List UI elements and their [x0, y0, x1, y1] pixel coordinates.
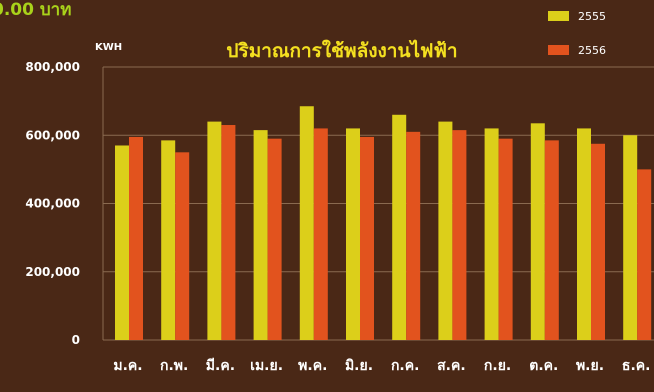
bar-2556-3 [267, 138, 282, 340]
x-tick-label: ธ.ค. [622, 358, 651, 374]
legend: 2555 2556 [548, 10, 606, 57]
legend-label-2555: 2555 [578, 10, 606, 23]
bar-2556-10 [591, 143, 605, 340]
bar-2555-0 [115, 145, 129, 340]
x-tick-label: พ.ค. [298, 358, 327, 374]
x-tick-label: มี.ค. [206, 358, 235, 374]
x-tick-label: มิ.ย. [345, 358, 373, 374]
x-tick-label: ก.พ. [160, 358, 188, 374]
x-tick-label: ก.ค. [391, 358, 419, 374]
bar-2555-8 [484, 128, 499, 340]
bar-2555-11 [623, 135, 638, 340]
x-tick-label: ส.ค. [437, 358, 466, 374]
header-cropped-text: 0.00 บาท [0, 0, 71, 20]
bar-2556-1 [175, 152, 190, 340]
y-tick-label: 600,000 [25, 128, 80, 142]
bar-2555-4 [299, 106, 314, 341]
bars [115, 106, 652, 341]
y-axis-ticks: 0 200,000 400,000 600,000 800,000 [25, 60, 80, 347]
bar-2556-2 [221, 125, 236, 340]
bar-2556-0 [129, 136, 143, 340]
y-tick-label: 0 [72, 333, 80, 347]
bar-2556-11 [637, 169, 652, 340]
bar-2556-6 [406, 131, 421, 340]
y-tick-label: 200,000 [25, 265, 80, 279]
x-tick-label: ม.ค. [113, 358, 142, 374]
bar-2556-5 [360, 136, 374, 340]
bar-2555-2 [207, 121, 222, 340]
x-axis-ticks: ม.ค. ก.พ. มี.ค. เม.ย. พ.ค. มิ.ย. ก.ค. ส.ค. ก.ย. ต… [113, 358, 650, 374]
x-tick-label: ต.ค. [529, 358, 558, 374]
y-tick-label: 400,000 [25, 197, 80, 211]
bar-2556-4 [313, 128, 328, 340]
bar-2555-1 [161, 140, 176, 340]
unit-label: KWH [95, 42, 122, 53]
bar-2556-7 [452, 130, 467, 340]
legend-swatch-2555 [548, 11, 569, 21]
bar-2555-6 [392, 114, 407, 341]
bar-2556-8 [498, 138, 513, 340]
legend-swatch-2556 [548, 45, 569, 55]
bar-2555-3 [253, 130, 268, 340]
bar-2555-5 [346, 128, 360, 340]
chart-title: ปริมาณการใช้พลังงานไฟฟ้า [226, 39, 457, 62]
grid-lines [102, 66, 654, 341]
bar-2556-9 [544, 140, 559, 340]
bar-2555-10 [577, 128, 591, 340]
bar-2555-7 [438, 121, 453, 340]
legend-label-2556: 2556 [578, 44, 606, 57]
x-tick-label: พ.ย. [576, 358, 604, 374]
bar-2555-9 [530, 123, 545, 341]
x-tick-label: ก.ย. [484, 358, 511, 374]
x-tick-label: เม.ย. [250, 358, 283, 374]
y-tick-label: 800,000 [25, 60, 80, 74]
